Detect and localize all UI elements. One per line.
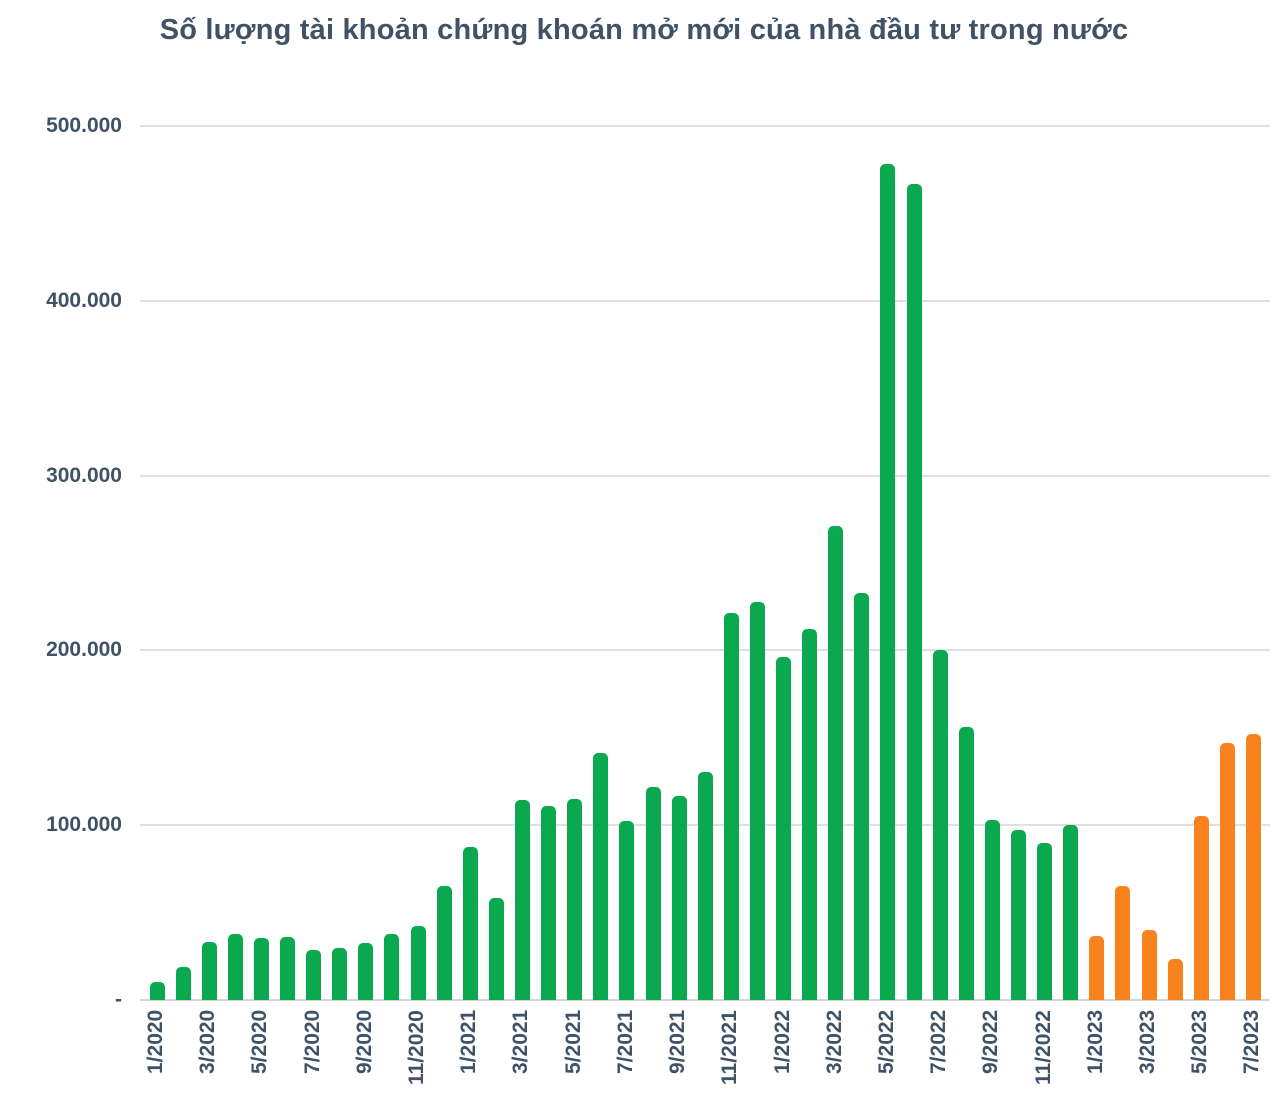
y-axis-label-200.000: 200.000 xyxy=(46,638,122,662)
bar-9/2020 xyxy=(358,943,374,1000)
x-axis-label-3/2020: 3/2020 xyxy=(196,1010,220,1075)
bar-4/2022 xyxy=(854,592,870,1000)
y-axis-label--: - xyxy=(115,988,122,1011)
bar-5/2022 xyxy=(880,164,896,1000)
bar-7/2023 xyxy=(1245,734,1261,1000)
bar-5/2021 xyxy=(567,798,583,1000)
x-axis-label-3/2023: 3/2023 xyxy=(1136,1010,1160,1075)
x-axis-label-5/2021: 5/2021 xyxy=(561,1010,585,1075)
bar-10/2021 xyxy=(697,771,713,1000)
bar-4/2023 xyxy=(1167,958,1183,1000)
bar-3/2020 xyxy=(201,942,217,1000)
bar-1/2020 xyxy=(149,981,165,1000)
bar-10/2022 xyxy=(1011,829,1027,1000)
bar-1/2021 xyxy=(462,847,478,1000)
bar-2/2022 xyxy=(802,628,818,1000)
x-axis-label-1/2021: 1/2021 xyxy=(457,1010,481,1075)
chart-title: Số lượng tài khoản chứng khoán mở mới củ… xyxy=(159,14,1129,46)
bar-7/2022 xyxy=(932,650,948,1000)
bar-1/2023 xyxy=(1089,936,1105,1000)
x-axis-label-3/2021: 3/2021 xyxy=(509,1010,533,1075)
x-axis-label-9/2021: 9/2021 xyxy=(666,1010,690,1075)
y-axis-label-100.000: 100.000 xyxy=(46,813,122,837)
bar-4/2021 xyxy=(541,805,557,1000)
bar-1/2022 xyxy=(776,657,792,1000)
x-axis-label-7/2023: 7/2023 xyxy=(1240,1010,1264,1075)
bar-6/2021 xyxy=(593,752,609,1000)
x-axis-label-1/2020: 1/2020 xyxy=(144,1010,167,1075)
x-axis-label-5/2023: 5/2023 xyxy=(1188,1010,1212,1075)
bar-3/2023 xyxy=(1141,930,1157,1000)
bar-2/2020 xyxy=(175,966,191,1000)
gridline-0 xyxy=(140,999,1270,1001)
bar-7/2021 xyxy=(619,820,635,1000)
gridline-200000 xyxy=(140,649,1270,652)
bar-10/2020 xyxy=(384,934,400,1000)
bar-6/2023 xyxy=(1219,743,1235,1000)
bar-2/2023 xyxy=(1115,886,1131,1000)
x-axis-label-1/2023: 1/2023 xyxy=(1083,1010,1107,1075)
bar-6/2022 xyxy=(906,183,922,1000)
bar-11/2021 xyxy=(723,612,739,1000)
bar-12/2020 xyxy=(436,886,452,1000)
bar-8/2021 xyxy=(645,786,661,1000)
x-axis-label-7/2022: 7/2022 xyxy=(927,1010,951,1075)
bar-5/2020 xyxy=(253,937,269,1000)
gridline-300000 xyxy=(140,474,1270,477)
bar-6/2020 xyxy=(280,937,296,1000)
x-axis-label-11/2022: 11/2022 xyxy=(1031,1010,1055,1085)
bar-12/2022 xyxy=(1063,825,1079,1000)
y-axis-label-400.000: 400.000 xyxy=(46,288,122,312)
y-axis-label-500.000: 500.000 xyxy=(46,114,122,137)
bar-5/2023 xyxy=(1193,815,1209,1000)
bar-7/2020 xyxy=(306,950,322,1000)
x-axis-label-11/2020: 11/2020 xyxy=(405,1010,429,1085)
x-axis-label-7/2020: 7/2020 xyxy=(300,1010,324,1075)
x-axis-label-9/2020: 9/2020 xyxy=(352,1010,376,1075)
x-axis-label-9/2022: 9/2022 xyxy=(979,1010,1003,1075)
bar-4/2020 xyxy=(227,933,243,1000)
bar-2/2021 xyxy=(488,897,504,1000)
gridline-400000 xyxy=(140,299,1270,302)
x-axis-label-7/2021: 7/2021 xyxy=(613,1010,637,1075)
bar-3/2021 xyxy=(514,799,530,1000)
bar-3/2022 xyxy=(828,526,844,1000)
bar-12/2021 xyxy=(749,602,765,1000)
x-axis-label-5/2022: 5/2022 xyxy=(874,1010,898,1075)
x-axis-label-11/2021: 11/2021 xyxy=(718,1010,742,1085)
bar-9/2021 xyxy=(671,796,687,1000)
bar-8/2020 xyxy=(332,948,348,1000)
gridline-500000 xyxy=(140,125,1270,127)
bar-11/2022 xyxy=(1037,842,1053,1000)
bar-11/2020 xyxy=(410,925,426,1000)
bar-9/2022 xyxy=(984,819,1000,1000)
bar-8/2022 xyxy=(958,727,974,1000)
x-axis-label-5/2020: 5/2020 xyxy=(248,1010,272,1075)
x-axis-label-1/2022: 1/2022 xyxy=(770,1010,794,1075)
x-axis-label-3/2022: 3/2022 xyxy=(822,1010,846,1075)
y-axis-label-300.000: 300.000 xyxy=(46,463,122,487)
